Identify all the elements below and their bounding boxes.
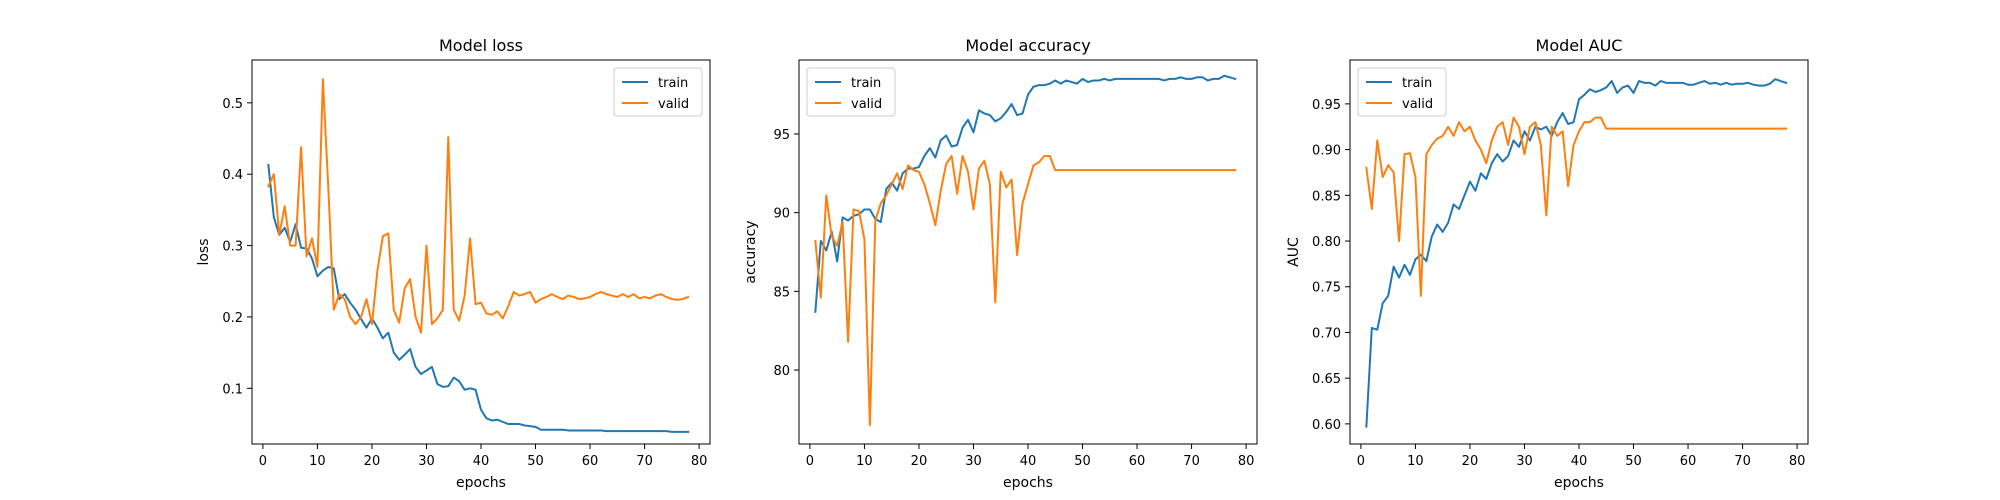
- y-tick-label: 95: [773, 128, 790, 143]
- x-tick-label: 70: [1734, 454, 1751, 469]
- y-tick-label: 0.90: [1312, 144, 1341, 159]
- y-tick-label: 0.80: [1312, 235, 1341, 250]
- series-line-train: [1365, 78, 1788, 428]
- x-tick-label: 50: [1625, 454, 1642, 469]
- x-tick-label: 60: [582, 454, 599, 469]
- legend-label-valid: valid: [851, 97, 882, 112]
- y-axis-label: accuracy: [743, 220, 759, 283]
- y-tick-label: 0.85: [1312, 189, 1341, 204]
- y-tick-label: 85: [773, 285, 790, 300]
- series-line-valid: [1365, 116, 1788, 297]
- x-tick-label: 20: [911, 454, 928, 469]
- x-tick-label: 40: [473, 454, 490, 469]
- x-tick-label: 80: [1238, 454, 1255, 469]
- x-tick-label: 60: [1680, 454, 1697, 469]
- x-tick-label: 30: [418, 454, 435, 469]
- series-line-train: [814, 74, 1237, 313]
- y-tick-label: 0.60: [1312, 418, 1341, 433]
- y-tick-label: 80: [773, 364, 790, 379]
- x-tick-label: 60: [1129, 454, 1146, 469]
- accuracy-chart: 0 10 20 30 40 50 60 70 80 80 85 90 95 Model accuracy e…: [743, 36, 1258, 491]
- y-tick-label: 0.95: [1312, 98, 1341, 113]
- series-line-train: [267, 163, 690, 433]
- y-tick-label: 0.65: [1312, 372, 1341, 387]
- y-tick-label: 0.1: [222, 382, 243, 397]
- x-axis-label: epochs: [1554, 475, 1604, 491]
- chart-title: Model accuracy: [965, 36, 1090, 55]
- x-tick-label: 80: [1789, 454, 1806, 469]
- legend-label-train: train: [658, 76, 688, 91]
- x-tick-label: 30: [1516, 454, 1533, 469]
- x-tick-label: 40: [1571, 454, 1588, 469]
- y-tick-label: 0.2: [222, 311, 243, 326]
- x-tick-label: 50: [1074, 454, 1091, 469]
- auc-chart: 0 10 20 30 40 50 60 70 80 0.60 0.65 0.70 0.75 0.80 0.8…: [1286, 36, 1809, 491]
- x-tick-label: 10: [309, 454, 326, 469]
- y-tick-label: 0.5: [222, 97, 243, 112]
- plot-frame: [798, 59, 1258, 445]
- legend: train valid: [806, 67, 896, 117]
- y-tick-label: 0.3: [222, 240, 243, 255]
- y-tick-label: 0.70: [1312, 326, 1341, 341]
- chart-title: Model loss: [439, 36, 523, 55]
- y-axis-label: loss: [196, 238, 212, 265]
- chart-title: Model AUC: [1536, 36, 1623, 55]
- x-tick-label: 80: [691, 454, 708, 469]
- legend: train valid: [613, 67, 703, 117]
- x-tick-label: 20: [364, 454, 381, 469]
- x-axis-label: epochs: [456, 475, 506, 491]
- x-tick-label: 40: [1020, 454, 1037, 469]
- y-tick-label: 0.75: [1312, 281, 1341, 296]
- x-tick-label: 0: [259, 454, 267, 469]
- loss-chart: 0 10 20 30 40 50 60 70 80 0.1 0.2 0.3 0.4 0.5 Model lo…: [196, 36, 711, 491]
- x-tick-label: 0: [806, 454, 814, 469]
- x-tick-label: 10: [856, 454, 873, 469]
- legend: train valid: [1357, 67, 1447, 117]
- y-tick-label: 0.4: [222, 168, 243, 183]
- legend-label-train: train: [851, 76, 881, 91]
- x-tick-label: 0: [1357, 454, 1365, 469]
- y-axis-label: AUC: [1286, 237, 1302, 267]
- x-tick-label: 70: [1183, 454, 1200, 469]
- x-tick-label: 10: [1407, 454, 1424, 469]
- x-tick-label: 30: [965, 454, 982, 469]
- legend-label-valid: valid: [1402, 97, 1433, 112]
- series-line-valid: [267, 78, 690, 334]
- x-tick-label: 20: [1462, 454, 1479, 469]
- x-tick-label: 70: [636, 454, 653, 469]
- x-tick-label: 50: [527, 454, 544, 469]
- plot-frame: [251, 59, 711, 445]
- series-line-valid: [814, 155, 1237, 427]
- legend-label-valid: valid: [658, 97, 689, 112]
- y-tick-label: 90: [773, 207, 790, 222]
- x-axis-label: epochs: [1003, 475, 1053, 491]
- legend-label-train: train: [1402, 76, 1432, 91]
